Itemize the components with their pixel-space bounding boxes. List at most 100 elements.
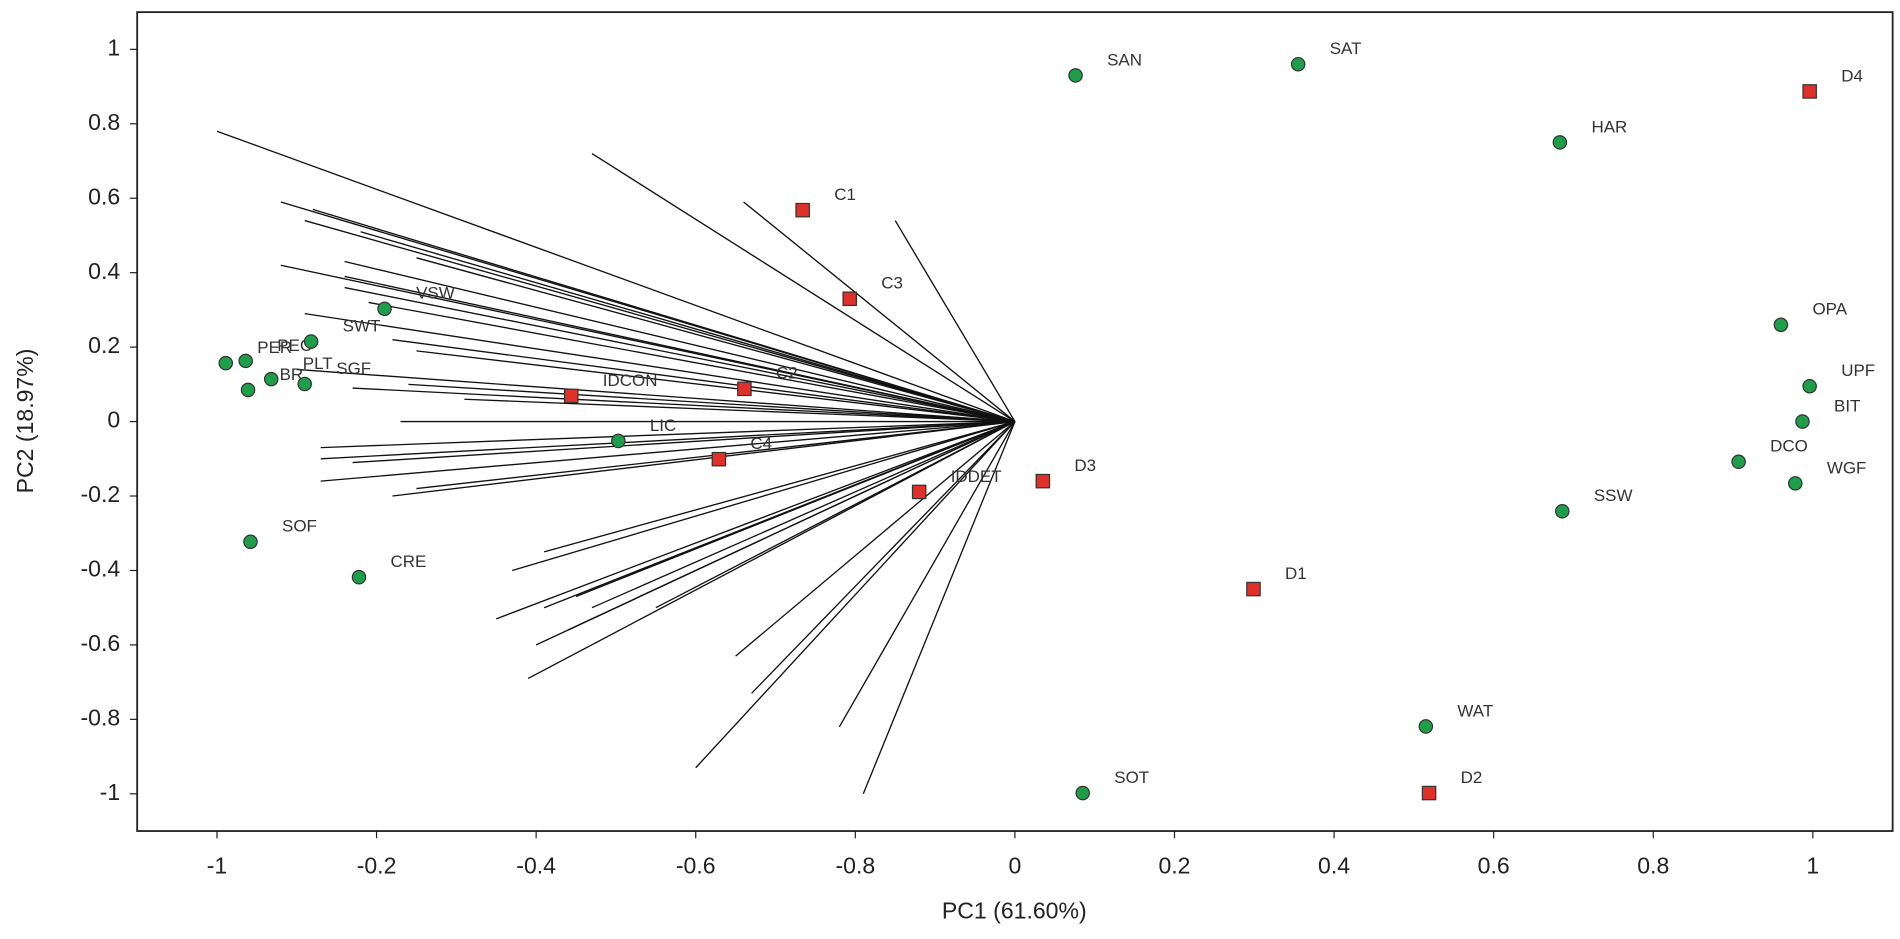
x-tick-label: -0.2 [357, 853, 397, 879]
loading-vector [320, 420, 1015, 449]
variable-point [1555, 504, 1570, 519]
y-tick-label: -1 [100, 779, 121, 805]
point-label: LIC [650, 416, 676, 435]
variable-point [297, 376, 313, 392]
point-label: SAN [1107, 50, 1142, 69]
y-tick-label: -0.6 [80, 630, 120, 656]
point-label: SSW [1594, 486, 1633, 505]
point-label: D2 [1461, 768, 1483, 787]
point-label: SOF [282, 517, 317, 536]
y-tick-label: 0.8 [88, 109, 120, 135]
loading-vector [352, 420, 1015, 464]
variable-point [611, 433, 626, 449]
point-label: PEC [277, 336, 312, 355]
loading-vector [496, 420, 1016, 620]
variable-point [1773, 317, 1789, 333]
variable-point [377, 301, 392, 317]
variable-point [1075, 785, 1091, 801]
loading-vector [320, 420, 1015, 482]
sample-point [563, 388, 579, 404]
point-label: WGF [1827, 458, 1867, 477]
point-label: CRE [391, 552, 427, 571]
point-label: SAT [1330, 39, 1362, 58]
x-tick-label: 0.4 [1318, 853, 1350, 879]
y-tick-label: 1 [107, 34, 120, 60]
point-label: C3 [881, 274, 903, 293]
variable-point [263, 371, 279, 387]
point-label: D3 [1074, 456, 1096, 475]
sample-point [1421, 785, 1437, 801]
point-label: SOT [1114, 768, 1149, 787]
point-label: PER [257, 338, 292, 357]
variable-point [240, 382, 256, 398]
point-label: PLT [303, 354, 333, 373]
point-label: D4 [1841, 66, 1863, 85]
loading-vector [416, 257, 1016, 423]
point-label: HAR [1591, 117, 1627, 136]
point-label: IDCON [603, 371, 658, 390]
variable-point [1795, 414, 1810, 429]
loading-vector [591, 420, 1016, 609]
y-tick-label: -0.2 [80, 481, 120, 507]
loading-vector [743, 201, 1016, 423]
y-tick-label: -0.8 [80, 704, 120, 730]
variable-point [351, 569, 367, 585]
loading-vector [312, 208, 1016, 423]
loading-vector [360, 231, 1016, 423]
y-tick-label: 0.4 [88, 258, 120, 284]
point-label: UPF [1841, 361, 1875, 380]
sample-point [842, 291, 858, 307]
loading-vector [751, 421, 1016, 694]
loading-vector [567, 420, 1016, 631]
x-axis-title: PC1 (61.60%) [942, 897, 1087, 923]
loading-vector [416, 350, 1015, 423]
point-label: C2 [776, 364, 798, 383]
variable-point [1552, 135, 1568, 150]
point-label: SWT [343, 316, 381, 335]
variable-point [218, 355, 234, 371]
variable-point [1731, 454, 1746, 470]
loading-vector [591, 153, 1016, 423]
point-label: WAT [1457, 701, 1493, 720]
point-label: C1 [834, 185, 856, 204]
sample-point [737, 381, 752, 397]
loading-vector [392, 420, 1015, 497]
loading-vector [352, 387, 1015, 423]
loading-vector [344, 275, 1016, 423]
loading-vector [575, 420, 1016, 598]
x-tick-label: 0.6 [1478, 853, 1510, 879]
loading-vector [344, 260, 1016, 423]
sample-point [795, 202, 810, 218]
loading-vector [304, 312, 1016, 423]
variable-point [238, 353, 253, 369]
loading-vector [543, 420, 1016, 553]
loading-vector [344, 286, 1016, 423]
variable-point [243, 534, 258, 550]
loading-vector [216, 130, 1016, 423]
y-tick-label: 0 [107, 407, 120, 433]
x-tick-label: 0 [1008, 853, 1021, 879]
variable-point [1068, 68, 1083, 83]
y-tick-label: 0.2 [88, 332, 120, 358]
loading-vector [408, 383, 1015, 423]
x-tick-label: -0.6 [676, 853, 716, 879]
loading-vector [695, 421, 1016, 769]
point-label: C4 [750, 434, 772, 453]
point-label: SGF [336, 359, 371, 378]
x-tick-label: -0.4 [516, 853, 556, 879]
loading-vector [838, 421, 1016, 728]
point-label: DCO [1770, 437, 1808, 456]
x-tick-label: -0.8 [835, 853, 875, 879]
variable-point [1802, 378, 1817, 394]
loading-vector [304, 219, 1016, 423]
loading-vector [862, 421, 1016, 795]
point-label: D1 [1285, 564, 1307, 583]
loading-vector [735, 421, 1016, 657]
point-label: VSW [416, 284, 455, 303]
loading-vector [512, 420, 1016, 572]
y-tick-label: 0.6 [88, 183, 120, 209]
loading-vector [655, 420, 1016, 609]
loading-vector [296, 368, 1015, 423]
